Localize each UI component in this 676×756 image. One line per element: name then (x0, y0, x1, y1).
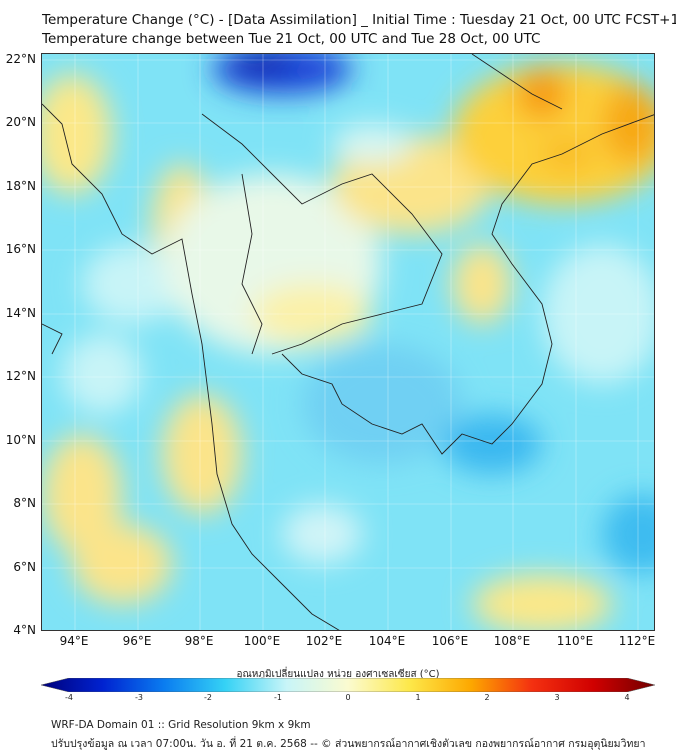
lat-label: 16°N (5, 242, 36, 256)
colorbar-tick: 3 (554, 693, 560, 702)
lon-label: 110°E (556, 634, 594, 648)
map-subtitle: Temperature change between Tue 21 Oct, 0… (42, 31, 541, 47)
footer-model-info: WRF-DA Domain 01 :: Grid Resolution 9km … (51, 719, 311, 731)
lon-label: 106°E (431, 634, 469, 648)
lat-label: 22°N (5, 52, 36, 66)
lon-label: 94°E (59, 634, 89, 648)
lat-label: 12°N (5, 369, 36, 383)
colorbar-gradient (40, 678, 656, 692)
colorbar-tick: 2 (484, 693, 490, 702)
colorbar-title: อุณหภูมิเปลี่ยนแปลง หน่วย องศาเซลเซียส (… (236, 669, 440, 680)
map-title: Temperature Change (°C) - [Data Assimila… (42, 12, 676, 28)
lon-label: 112°E (618, 634, 656, 648)
colorbar-tick: -3 (135, 693, 143, 702)
lon-label: 108°E (493, 634, 531, 648)
colorbar-tick: 4 (624, 693, 630, 702)
lat-label: 4°N (13, 623, 36, 637)
temperature-change-map (41, 53, 655, 631)
lon-label: 100°E (243, 634, 281, 648)
coastlines-borders (42, 54, 654, 630)
lat-label: 10°N (5, 433, 36, 447)
lat-label: 18°N (5, 179, 36, 193)
graticule (42, 54, 654, 630)
lat-label: 6°N (13, 560, 36, 574)
colorbar-tick: 0 (345, 693, 351, 702)
lon-label: 98°E (184, 634, 214, 648)
lat-label: 8°N (13, 496, 36, 510)
lon-label: 104°E (368, 634, 406, 648)
lon-label: 102°E (305, 634, 343, 648)
footer-update-info: ปรับปรุงข้อมูล ณ เวลา 07:00น. วัน อ. ที่… (51, 738, 646, 750)
lat-label: 20°N (5, 115, 36, 129)
lon-label: 96°E (122, 634, 152, 648)
colorbar-tick: -2 (204, 693, 212, 702)
colorbar-tick: -1 (274, 693, 282, 702)
temperature-field (42, 54, 654, 630)
lat-label: 14°N (5, 306, 36, 320)
colorbar (40, 678, 656, 692)
colorbar-tick: -4 (65, 693, 73, 702)
colorbar-tick: 1 (415, 693, 421, 702)
